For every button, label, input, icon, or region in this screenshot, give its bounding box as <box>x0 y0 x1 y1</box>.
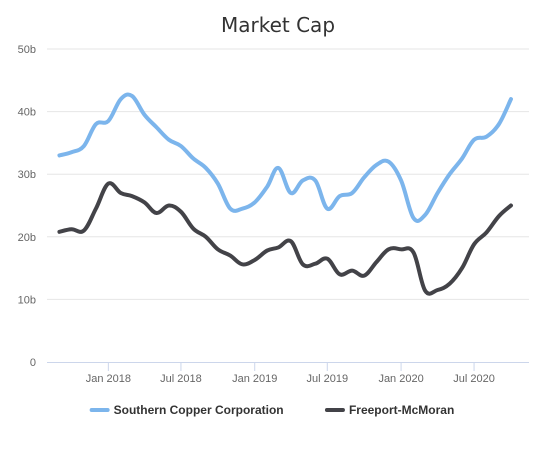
y-tick-label: 30b <box>18 169 36 181</box>
legend-item-freeport-mcmoran[interactable]: Freeport-McMoran <box>324 403 454 417</box>
y-tick-label: 10b <box>18 294 36 306</box>
y-tick-label: 50b <box>18 44 36 56</box>
y-tick-label: 40b <box>18 107 36 119</box>
x-tick-label: Jul 2020 <box>453 373 495 385</box>
x-tick-label: Jan 2018 <box>86 373 131 385</box>
chart-title: Market Cap <box>221 13 335 37</box>
x-tick-label: Jul 2019 <box>307 373 349 385</box>
legend-label: Freeport-McMoran <box>349 403 454 417</box>
x-tick-label: Jul 2018 <box>160 373 202 385</box>
series-group <box>57 92 513 296</box>
legend-item-southern-copper-corporation[interactable]: Southern Copper Corporation <box>89 403 284 417</box>
grid-lines <box>47 48 529 300</box>
legend[interactable]: Southern Copper Corporation Freeport-McMo… <box>89 403 455 417</box>
y-tick-label: 0 <box>30 357 36 369</box>
series-line-southern-copper-corporation[interactable] <box>57 92 513 223</box>
x-axis: Jan 2018 Jul 2018 Jan 2019 Jul 2019 Jan 2020… <box>47 362 529 385</box>
y-axis: 0 10b 20b 30b 40b 50b <box>18 44 36 369</box>
x-tick-label: Jan 2019 <box>232 373 277 385</box>
y-tick-label: 20b <box>18 232 36 244</box>
legend-label: Southern Copper Corporation <box>114 403 284 417</box>
series-line-freeport-mcmoran[interactable] <box>57 181 513 296</box>
x-tick-label: Jan 2020 <box>378 373 423 385</box>
